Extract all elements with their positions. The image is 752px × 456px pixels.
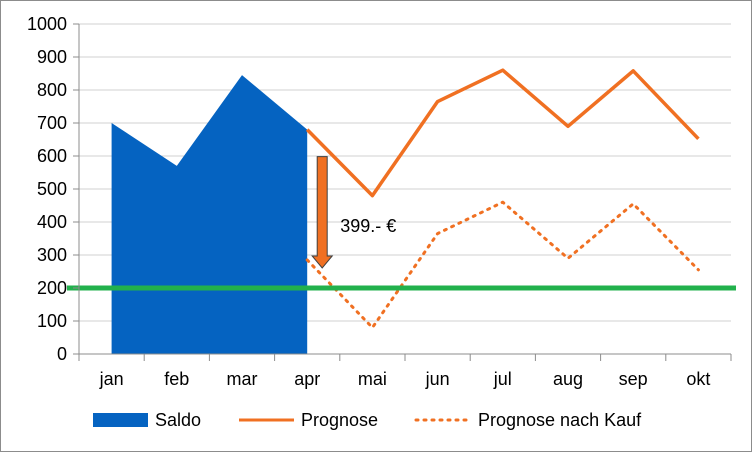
tick-label-y-1000: 1000 — [27, 14, 67, 34]
tick-label-y-500: 500 — [37, 179, 67, 199]
series-prognose-line — [307, 70, 698, 195]
tick-label-y-800: 800 — [37, 80, 67, 100]
tick-label-x-okt: okt — [686, 369, 710, 389]
tick-label-x-mar: mar — [227, 369, 258, 389]
tick-label-x-jan: jan — [99, 369, 124, 389]
tick-label-y-300: 300 — [37, 245, 67, 265]
tick-label-y-600: 600 — [37, 146, 67, 166]
series-saldo-area — [112, 75, 308, 354]
legend-prognose-nach-kauf-label: Prognose nach Kauf — [478, 410, 642, 430]
tick-label-y-100: 100 — [37, 311, 67, 331]
tick-label-x-feb: feb — [164, 369, 189, 389]
legend-saldo-swatch — [93, 413, 148, 427]
tick-label-x-jul: jul — [493, 369, 512, 389]
tick-label-y-700: 700 — [37, 113, 67, 133]
tick-label-x-sep: sep — [619, 369, 648, 389]
tick-label-y-200: 200 — [37, 278, 67, 298]
annotation-label: 399.- € — [340, 216, 396, 236]
tick-label-x-mai: mai — [358, 369, 387, 389]
tick-label-y-900: 900 — [37, 47, 67, 67]
legend-saldo-label: Saldo — [155, 410, 201, 430]
tick-label-x-aug: aug — [553, 369, 583, 389]
tick-label-x-jun: jun — [425, 369, 450, 389]
tick-label-x-apr: apr — [294, 369, 320, 389]
annotation-arrow — [312, 157, 332, 268]
tick-label-y-400: 400 — [37, 212, 67, 232]
tick-label-y-0: 0 — [57, 344, 67, 364]
legend-prognose-label: Prognose — [301, 410, 378, 430]
